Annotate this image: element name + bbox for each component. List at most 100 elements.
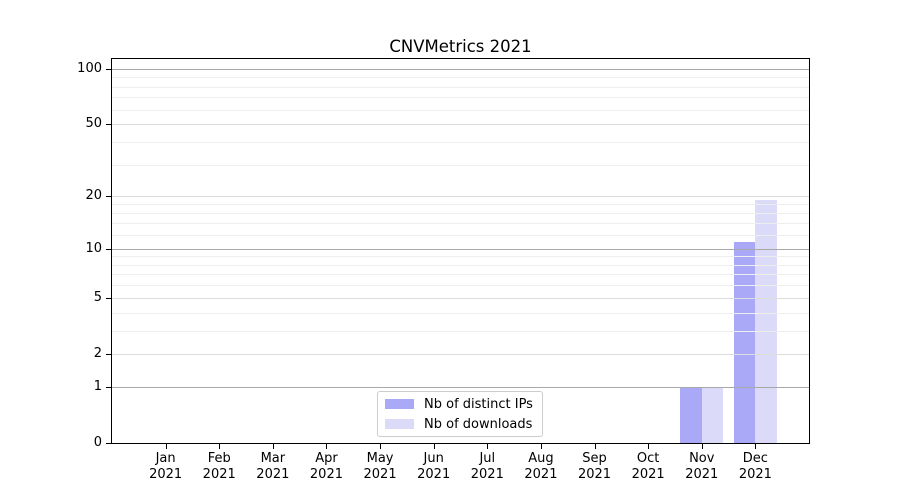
x-tick-month: Mar — [260, 451, 286, 466]
x-tick-month: Jul — [479, 451, 496, 466]
gridline-y-30 — [112, 164, 809, 166]
x-tick-month: Jun — [423, 451, 444, 466]
x-tick-label-jun: Jun 2021 — [417, 451, 450, 483]
x-tick-month: Sep — [582, 451, 607, 466]
y-tick-mark-1 — [106, 386, 112, 388]
gridline-y-12 — [112, 235, 809, 237]
y-tick-label-20: 20 — [85, 188, 102, 204]
x-tick-mark-sep — [594, 444, 596, 449]
x-tick-label-apr: Apr 2021 — [310, 451, 343, 483]
gridline-y-80 — [112, 86, 809, 88]
gridline-y-6 — [112, 285, 809, 287]
gridline-y-14 — [112, 223, 809, 225]
gridline-y-40 — [112, 141, 809, 143]
x-tick-mark-apr — [326, 444, 328, 449]
x-tick-month: Feb — [207, 451, 231, 466]
gridline-y-4 — [112, 312, 809, 314]
x-tick-mark-mar — [272, 444, 274, 449]
x-tick-year: 2021 — [149, 467, 183, 482]
x-tick-year: 2021 — [470, 467, 504, 482]
x-tick-month: Nov — [689, 451, 715, 466]
y-tick-mark-5 — [106, 297, 112, 299]
legend-item-downloads: Nb of downloads — [385, 417, 542, 432]
x-tick-label-dec: Dec 2021 — [739, 451, 772, 483]
legend: Nb of distinct IPs Nb of downloads — [377, 391, 543, 437]
x-tick-mark-feb — [219, 444, 221, 449]
x-tick-label-sep: Sep 2021 — [578, 451, 611, 483]
x-tick-month: Jan — [155, 451, 176, 466]
x-tick-label-jan: Jan 2021 — [149, 451, 182, 483]
x-tick-mark-aug — [540, 444, 542, 449]
y-tick-mark-10 — [106, 248, 112, 250]
x-tick-mark-nov — [701, 444, 703, 449]
gridline-y-7 — [112, 274, 809, 276]
x-tick-mark-jan — [165, 444, 167, 449]
gridline-y-5 — [112, 297, 809, 299]
gridline-y-18 — [112, 204, 809, 206]
x-tick-year: 2021 — [685, 467, 719, 482]
x-tick-month: Dec — [742, 451, 768, 466]
gridline-y-100 — [112, 68, 809, 70]
gridline-y-90 — [112, 77, 809, 79]
gridline-y-1 — [112, 386, 809, 388]
x-tick-year: 2021 — [256, 467, 290, 482]
x-tick-year: 2021 — [631, 467, 665, 482]
y-tick-mark-20 — [106, 196, 112, 198]
x-tick-label-mar: Mar 2021 — [256, 451, 289, 483]
x-tick-year: 2021 — [363, 467, 397, 482]
x-tick-month: Aug — [528, 451, 554, 466]
x-tick-mark-jun — [433, 444, 435, 449]
gridline-y-2 — [112, 353, 809, 355]
x-tick-year: 2021 — [417, 467, 451, 482]
legend-label-distinct-ips: Nb of distinct IPs — [424, 396, 533, 412]
y-tick-label-1: 1 — [93, 378, 102, 394]
bar-distinct-ips-nov — [680, 386, 702, 443]
legend-swatch-downloads — [385, 419, 414, 429]
y-tick-mark-2 — [106, 353, 112, 355]
gridline-y-50 — [112, 124, 809, 126]
y-tick-mark-0 — [106, 443, 112, 444]
x-tick-year: 2021 — [738, 467, 772, 482]
x-tick-year: 2021 — [309, 467, 343, 482]
y-tick-label-10: 10 — [85, 240, 102, 256]
gridline-y-16 — [112, 213, 809, 215]
x-tick-month: Apr — [315, 451, 338, 466]
y-tick-label-5: 5 — [93, 289, 102, 305]
gridline-y-70 — [112, 97, 809, 99]
y-tick-label-100: 100 — [77, 60, 102, 76]
gridline-y-9 — [112, 256, 809, 258]
x-tick-month: May — [366, 451, 394, 466]
x-tick-month: Oct — [636, 451, 660, 466]
bar-downloads-nov — [701, 386, 724, 443]
chart-title: CNVMetrics 2021 — [389, 37, 532, 56]
x-tick-year: 2021 — [577, 467, 612, 482]
y-tick-label-0: 0 — [93, 435, 102, 450]
x-tick-year: 2021 — [202, 467, 236, 482]
x-tick-label-nov: Nov 2021 — [685, 451, 718, 483]
y-tick-mark-100 — [106, 68, 112, 70]
legend-swatch-distinct-ips — [385, 399, 414, 409]
gridline-y-3 — [112, 330, 809, 332]
gridline-y-10 — [112, 248, 809, 250]
bar-distinct-ips-dec — [733, 241, 756, 443]
x-tick-mark-may — [380, 444, 382, 449]
x-tick-label-feb: Feb 2021 — [203, 451, 236, 483]
gridline-y-8 — [112, 264, 809, 266]
x-tick-label-may: May 2021 — [364, 451, 397, 483]
plot-area — [111, 58, 810, 444]
x-tick-year: 2021 — [524, 467, 558, 482]
y-tick-label-50: 50 — [85, 116, 102, 132]
x-tick-label-oct: Oct 2021 — [632, 451, 665, 483]
bar-downloads-dec — [755, 200, 777, 443]
legend-label-downloads: Nb of downloads — [424, 416, 533, 432]
x-tick-mark-oct — [648, 444, 650, 449]
x-tick-label-jul: Jul 2021 — [471, 451, 504, 483]
legend-item-distinct-ips: Nb of distinct IPs — [385, 397, 542, 412]
gridline-y-60 — [112, 109, 809, 111]
gridline-y-20 — [112, 196, 809, 198]
x-tick-mark-dec — [755, 444, 757, 449]
y-tick-mark-50 — [106, 124, 112, 126]
x-tick-label-aug: Aug 2021 — [524, 451, 557, 483]
y-tick-label-2: 2 — [93, 345, 102, 361]
